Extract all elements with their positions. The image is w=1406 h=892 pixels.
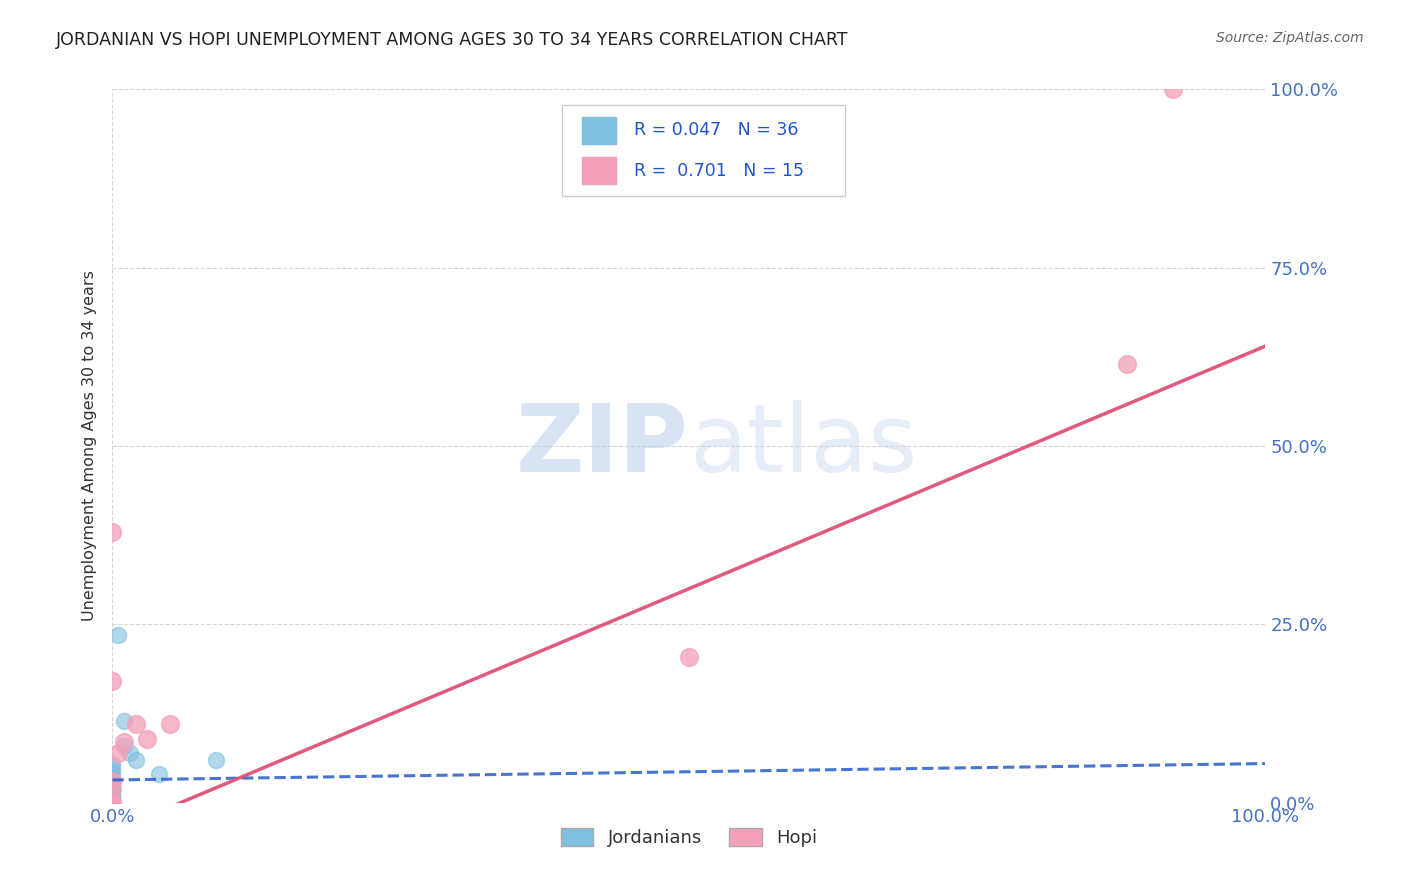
Text: ZIP: ZIP [516,400,689,492]
Point [101,790,124,805]
Point [101,796,124,810]
Point [101,774,124,789]
Point [101,524,124,539]
Point [101,794,124,808]
Point [148,767,170,781]
Point [112,739,135,753]
Point [101,774,124,789]
Point [101,796,124,810]
Point [101,796,124,810]
Text: JORDANIAN VS HOPI UNEMPLOYMENT AMONG AGES 30 TO 34 YEARS CORRELATION CHART: JORDANIAN VS HOPI UNEMPLOYMENT AMONG AGE… [56,31,849,49]
Text: R =  0.701   N = 15: R = 0.701 N = 15 [634,161,804,179]
Legend: Jordanians, Hopi: Jordanians, Hopi [554,821,824,855]
Point [101,796,124,810]
Point [101,792,124,806]
Point [101,796,124,810]
Point [101,760,124,774]
Point [107,746,129,760]
FancyBboxPatch shape [562,105,845,196]
Text: atlas: atlas [689,400,917,492]
Point [112,714,135,728]
Point [1116,357,1139,371]
Point [101,796,124,810]
Text: R = 0.047   N = 36: R = 0.047 N = 36 [634,121,799,139]
Point [205,753,228,767]
Text: Source: ZipAtlas.com: Source: ZipAtlas.com [1216,31,1364,45]
Point [101,796,124,810]
Point [101,771,124,785]
Point [107,628,129,642]
Point [101,796,124,810]
Point [101,796,124,810]
Point [101,781,124,796]
Point [101,796,124,810]
Point [101,674,124,689]
FancyBboxPatch shape [582,157,616,185]
Point [101,792,124,806]
Point [101,796,124,810]
Point [101,796,124,810]
Point [101,796,124,810]
Point [101,756,124,771]
Point [118,746,141,760]
Point [101,764,124,778]
Point [124,717,146,731]
Point [101,781,124,796]
Point [101,767,124,781]
Point [101,789,124,803]
Point [101,778,124,792]
Point [136,731,159,746]
Point [101,785,124,799]
FancyBboxPatch shape [582,117,616,144]
Point [101,789,124,803]
Point [101,796,124,810]
Point [124,753,146,767]
Point [101,796,124,810]
Point [112,735,135,749]
Point [101,796,124,810]
Point [678,649,700,664]
Y-axis label: Unemployment Among Ages 30 to 34 years: Unemployment Among Ages 30 to 34 years [82,270,97,622]
Point [101,796,124,810]
Point [1161,82,1184,96]
Point [159,717,181,731]
